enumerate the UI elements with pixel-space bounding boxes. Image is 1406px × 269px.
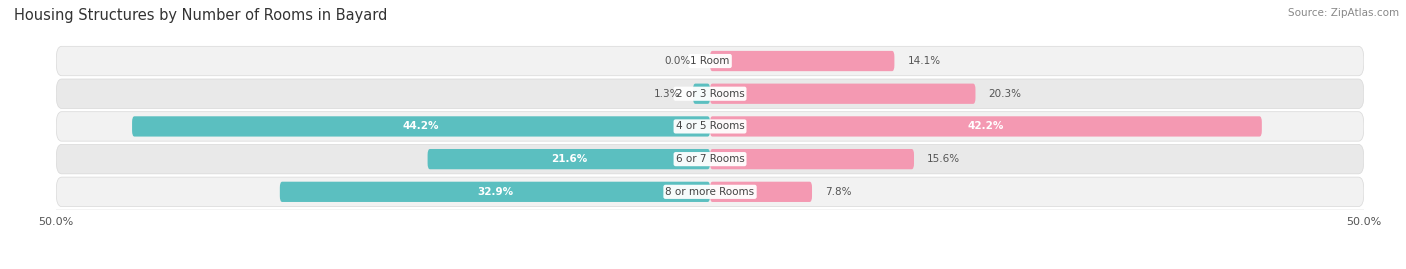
Text: 32.9%: 32.9% (477, 187, 513, 197)
Text: Housing Structures by Number of Rooms in Bayard: Housing Structures by Number of Rooms in… (14, 8, 388, 23)
Text: 20.3%: 20.3% (988, 89, 1022, 99)
Text: 14.1%: 14.1% (907, 56, 941, 66)
Text: 4 or 5 Rooms: 4 or 5 Rooms (676, 121, 744, 132)
Text: 21.6%: 21.6% (551, 154, 586, 164)
Text: 44.2%: 44.2% (402, 121, 439, 132)
Text: 42.2%: 42.2% (967, 121, 1004, 132)
FancyBboxPatch shape (280, 182, 710, 202)
Text: Source: ZipAtlas.com: Source: ZipAtlas.com (1288, 8, 1399, 18)
FancyBboxPatch shape (56, 177, 1364, 207)
FancyBboxPatch shape (56, 79, 1364, 108)
FancyBboxPatch shape (710, 84, 976, 104)
Text: 2 or 3 Rooms: 2 or 3 Rooms (676, 89, 744, 99)
Text: 6 or 7 Rooms: 6 or 7 Rooms (676, 154, 744, 164)
FancyBboxPatch shape (710, 182, 813, 202)
Text: 8 or more Rooms: 8 or more Rooms (665, 187, 755, 197)
Text: 1 Room: 1 Room (690, 56, 730, 66)
FancyBboxPatch shape (710, 116, 1261, 137)
Text: 7.8%: 7.8% (825, 187, 852, 197)
Text: 1.3%: 1.3% (654, 89, 681, 99)
FancyBboxPatch shape (693, 84, 710, 104)
FancyBboxPatch shape (427, 149, 710, 169)
FancyBboxPatch shape (56, 46, 1364, 76)
Text: 15.6%: 15.6% (927, 154, 960, 164)
FancyBboxPatch shape (132, 116, 710, 137)
FancyBboxPatch shape (56, 112, 1364, 141)
FancyBboxPatch shape (710, 149, 914, 169)
FancyBboxPatch shape (710, 51, 894, 71)
FancyBboxPatch shape (56, 144, 1364, 174)
Text: 0.0%: 0.0% (664, 56, 690, 66)
